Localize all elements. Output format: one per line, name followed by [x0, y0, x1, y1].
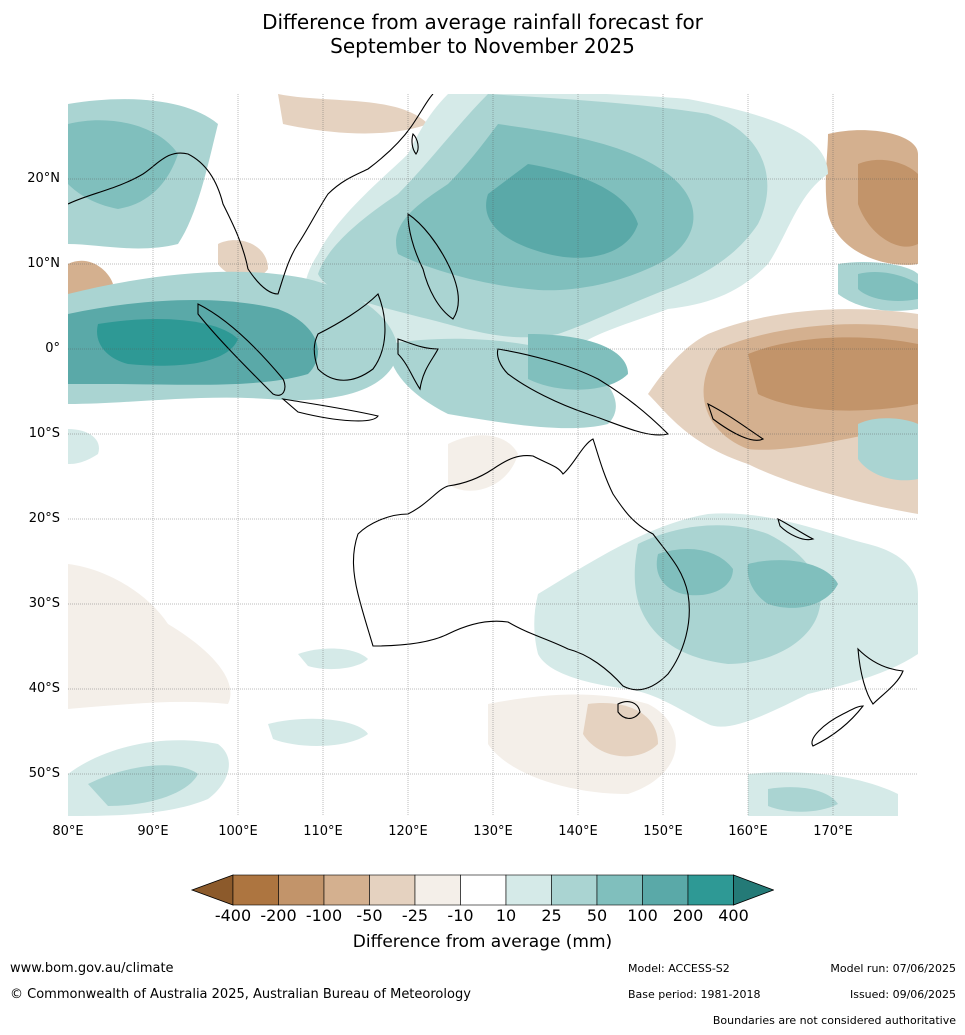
colorbar-segment — [369, 874, 416, 906]
colorbar-tick-label: -25 — [401, 906, 429, 925]
colorbar-segment — [687, 874, 734, 906]
lat-label-20n: 20°N — [27, 171, 60, 186]
borneo-coastline — [313, 293, 386, 381]
map-title: Difference from average rainfall forecas… — [0, 10, 965, 58]
footer-model-run: Model run: 07/06/2025 — [830, 962, 956, 975]
tasmania-coastline — [617, 701, 641, 719]
wetter-regions — [68, 94, 918, 816]
sulawesi-coastline — [397, 338, 439, 391]
colorbar-tick-label: -400 — [214, 906, 252, 925]
java-coastline — [281, 398, 379, 422]
new-guinea-coastline — [496, 348, 670, 436]
colorbar-extend-high — [733, 874, 774, 906]
rainfall-map — [68, 94, 918, 816]
lon-label-140e: 140°E — [558, 824, 598, 839]
lat-label-40s: 40°S — [28, 681, 60, 696]
lon-label-150e: 150°E — [643, 824, 683, 839]
colorbar-segment — [642, 874, 689, 906]
coastlines — [68, 94, 904, 747]
colorbar-tick-label: 25 — [541, 906, 562, 925]
gridlines — [68, 94, 918, 816]
australia-coastline — [352, 438, 690, 691]
taiwan-coastline — [411, 132, 419, 155]
title-line-2: September to November 2025 — [330, 34, 635, 58]
sumatra-coastline — [197, 303, 286, 396]
colorbar-tick-label: 200 — [672, 906, 704, 925]
colorbar-tick-label: 10 — [495, 906, 517, 925]
lon-label-90e: 90°E — [137, 824, 169, 839]
colorbar-segment — [278, 874, 325, 906]
colorbar-segment — [414, 874, 461, 906]
colorbar-extend-low — [190, 874, 234, 906]
footer-disclaimer: Boundaries are not considered authoritat… — [712, 1014, 956, 1027]
colorbar-segment — [232, 874, 279, 906]
colorbar — [190, 874, 774, 906]
footer-url[interactable]: www.bom.gov.au/climate — [10, 961, 174, 976]
lat-label-10n: 10°N — [27, 256, 60, 271]
colorbar-segment — [460, 874, 507, 906]
footer-base-period: Base period: 1981-2018 — [628, 988, 761, 1001]
philippines-coastline — [407, 212, 459, 320]
lon-label-170e: 170°E — [813, 824, 853, 839]
asia-mainland-coastline — [68, 94, 434, 295]
footer-issued: Issued: 09/06/2025 — [849, 988, 956, 1001]
lon-label-110e: 110°E — [303, 824, 343, 839]
colorbar-tick-label: -50 — [356, 906, 383, 925]
colorbar-tick-label: -100 — [305, 906, 343, 925]
drier-regions — [68, 94, 918, 794]
colorbar-label: Difference from average (mm) — [352, 932, 613, 952]
colorbar-tick-label: -200 — [260, 906, 297, 925]
lon-label-120e: 120°E — [388, 824, 428, 839]
footer-model: Model: ACCESS-S2 — [628, 962, 730, 975]
lat-label-20s: 20°S — [28, 511, 60, 526]
new-zealand-north — [857, 647, 904, 705]
lon-label-100e: 100°E — [218, 824, 258, 839]
new-zealand-south — [811, 705, 865, 747]
colorbar-tick-label: 50 — [586, 906, 608, 925]
solomon-islands — [707, 402, 765, 441]
footer-copyright: © Commonwealth of Australia 2025, Austra… — [10, 987, 471, 1002]
colorbar-segment — [551, 874, 598, 906]
lon-label-80e: 80°E — [52, 824, 84, 839]
lat-label-50s: 50°S — [28, 766, 60, 781]
lon-label-130e: 130°E — [473, 824, 513, 839]
colorbar-tick-label: 100 — [627, 906, 658, 925]
map-canvas — [68, 94, 918, 816]
lat-label-0: 0° — [45, 341, 60, 356]
colorbar-tick-label: -10 — [447, 906, 474, 925]
title-line-1: Difference from average rainfall forecas… — [262, 10, 703, 34]
lat-label-10s: 10°S — [28, 426, 60, 441]
lon-label-160e: 160°E — [728, 824, 768, 839]
lat-label-30s: 30°S — [28, 596, 60, 611]
colorbar-tick-label: 400 — [718, 906, 749, 925]
colorbar-segment — [505, 874, 552, 906]
colorbar-segment — [323, 874, 370, 906]
new-caledonia — [777, 517, 815, 541]
colorbar-segment — [596, 874, 643, 906]
